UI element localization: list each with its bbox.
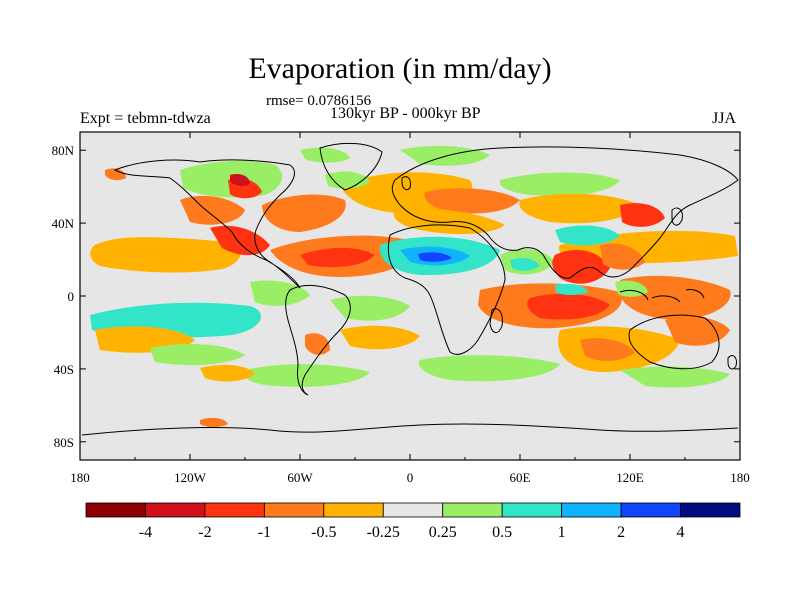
colorbar-label: 1 xyxy=(558,524,566,541)
x-tick-label: 60E xyxy=(510,470,531,485)
arctic-red xyxy=(230,174,250,187)
colorbar-swatch xyxy=(501,502,563,518)
southern-ocean-positive-3 xyxy=(620,366,730,388)
siberia-positive xyxy=(499,172,620,196)
arctic-green-2 xyxy=(300,147,350,163)
colorbar-swatch xyxy=(620,502,681,518)
north-pacific-negative xyxy=(90,237,241,273)
central-indian-ocean-red xyxy=(527,293,610,320)
central-asia-negative xyxy=(519,193,640,224)
sahel-dark xyxy=(418,252,452,262)
colorbar-label: -4 xyxy=(139,524,152,541)
arctic-europe-positive xyxy=(400,145,490,166)
anomaly-regions xyxy=(90,145,738,427)
coastlines xyxy=(81,142,739,436)
x-tick-label: 120E xyxy=(616,470,644,485)
east-pacific-green xyxy=(250,280,310,306)
y-tick-label: 80N xyxy=(52,143,75,158)
southern-ocean-yellow xyxy=(200,364,255,382)
rmse-text: rmse= 0.0786156 xyxy=(266,93,372,109)
south-atlantic-yellow xyxy=(340,325,420,350)
new-zealand-coast xyxy=(727,355,737,370)
antarctica-coast xyxy=(81,423,739,436)
north-america-negative xyxy=(180,195,245,225)
arabian-sea-cyan xyxy=(510,258,540,271)
bay-of-bengal-negative xyxy=(552,249,610,284)
south-america-coast xyxy=(285,284,351,396)
colorbar-swatch xyxy=(442,502,503,518)
europe-negative xyxy=(424,188,520,214)
colorbar-label: -2 xyxy=(198,524,211,541)
colorbar-swatch xyxy=(382,502,444,518)
gulf-stream-negative xyxy=(262,194,346,232)
x-tick-label: 180 xyxy=(70,470,90,485)
x-tick-label: 0 xyxy=(407,470,414,485)
antarctic-orange xyxy=(200,417,228,427)
uk-coast xyxy=(401,176,411,191)
north-america-coast xyxy=(113,159,301,289)
colorbar-label: 4 xyxy=(677,524,685,541)
east-indian-ocean-cyan xyxy=(555,283,588,295)
colorbar-label: 2 xyxy=(617,524,625,541)
season-text: JJA xyxy=(712,110,737,127)
x-tick-label: 60W xyxy=(287,470,313,485)
colorbar-swatch xyxy=(263,502,325,518)
europe-yellow xyxy=(393,208,505,235)
period-text: 130kyr BP - 000kyr BP xyxy=(330,105,481,122)
south-america-orange xyxy=(305,333,330,355)
colorbar-label: -0.5 xyxy=(311,524,336,541)
south-china-sea-orange xyxy=(600,243,645,270)
mexico-negative xyxy=(210,225,270,256)
east-asia-negative xyxy=(620,203,665,227)
axis-tick-labels: 180 120W 60W 0 60E 120E 180 80N 40N 0 40S 80S xyxy=(52,143,750,485)
colorbar-swatch xyxy=(680,502,741,518)
south-pacific-green xyxy=(150,344,245,366)
colorbar-swatch xyxy=(204,502,265,518)
north-atlantic-green xyxy=(325,171,370,189)
australia-negative xyxy=(665,316,730,346)
colorbar-labels: -4 -2 -1 -0.5 -0.25 0.25 0.5 1 2 4 xyxy=(139,524,685,541)
bering-orange xyxy=(105,168,126,181)
eurasia-coast xyxy=(391,146,739,279)
southern-ocean-positive-2 xyxy=(418,355,560,382)
axis-ticks xyxy=(79,132,741,460)
africa-coast xyxy=(387,224,506,355)
x-tick-label: 180 xyxy=(730,470,750,485)
greenland-coast xyxy=(319,142,383,191)
indonesia-coast xyxy=(619,289,705,303)
x-tick-label: 120W xyxy=(174,470,207,485)
y-tick-label: 80S xyxy=(54,435,74,450)
madagascar-coast xyxy=(489,308,503,333)
y-tick-label: 0 xyxy=(68,289,75,304)
colorbar-swatch xyxy=(145,502,206,518)
y-tick-label: 40S xyxy=(54,362,74,377)
japan-coast xyxy=(671,207,683,226)
southern-ocean-positive xyxy=(243,364,370,387)
tropical-north-atlantic-red xyxy=(300,247,375,268)
colorbar-label: -1 xyxy=(258,524,271,541)
east-asia-cyan xyxy=(555,225,620,246)
colorbar-swatch xyxy=(561,502,622,518)
figure-title: Evaporation (in mm/day) xyxy=(248,52,552,85)
experiment-text: Expt = tebmn-tdwza xyxy=(80,110,211,127)
colorbar-swatch xyxy=(323,502,384,518)
colorbar xyxy=(85,502,741,518)
y-tick-label: 40N xyxy=(52,216,75,231)
australia-coast xyxy=(628,314,720,370)
colorbar-label: 0.25 xyxy=(429,524,457,541)
south-atlantic-positive xyxy=(330,295,410,321)
colorbar-swatch xyxy=(85,502,146,518)
colorbar-label: 0.5 xyxy=(492,524,512,541)
colorbar-label: -0.25 xyxy=(367,524,400,541)
south-indian-ocean-orange xyxy=(580,338,635,361)
